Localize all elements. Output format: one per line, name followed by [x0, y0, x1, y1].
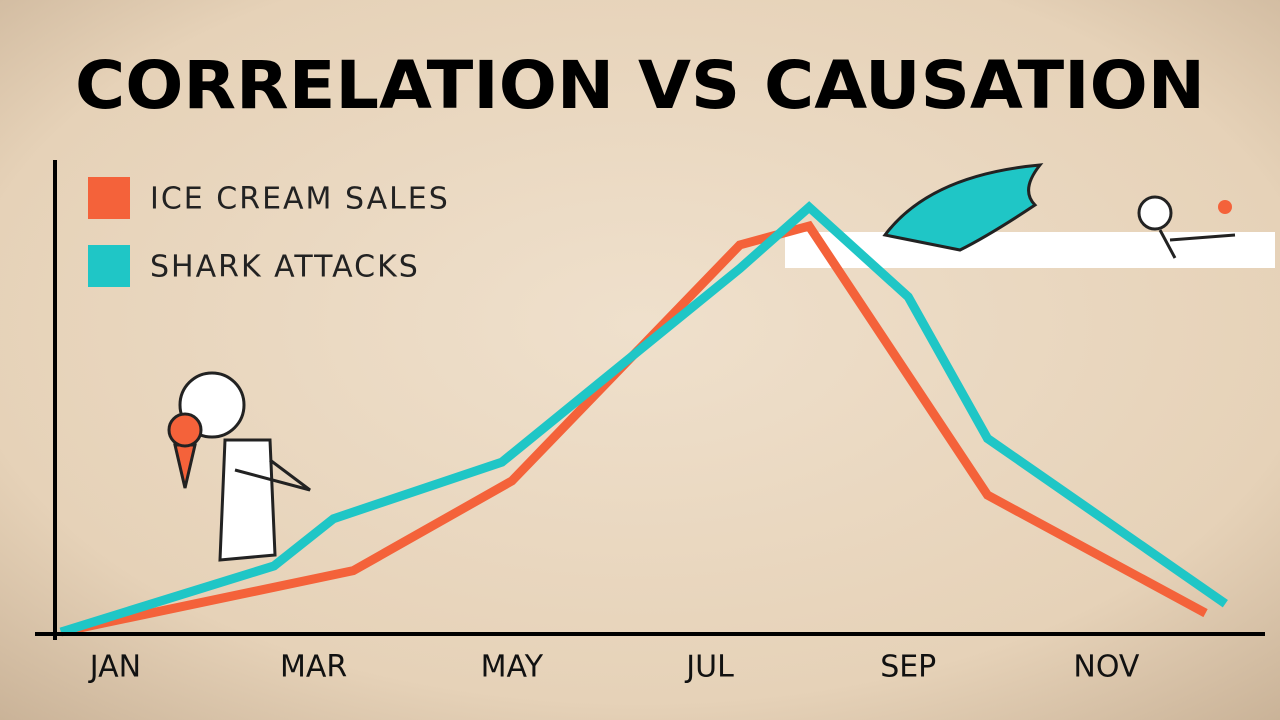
legend-swatch	[88, 245, 130, 287]
x-tick-label: MAY	[481, 650, 544, 685]
x-tick-label: JUL	[684, 650, 734, 685]
x-tick-label: JAN	[88, 650, 141, 685]
legend-label: SHARK ATTACKS	[150, 250, 420, 285]
legend: ICE CREAM SALES SHARK ATTACKS	[88, 177, 450, 287]
x-tick-label: NOV	[1073, 650, 1140, 685]
x-tick-label: SEP	[880, 650, 936, 685]
legend-swatch	[88, 177, 130, 219]
data-line	[60, 220, 1208, 637]
ice-cream-figure	[167, 371, 311, 562]
chart-title: CORRELATION VS CAUSATION	[75, 47, 1205, 124]
legend-label: ICE CREAM SALES	[150, 182, 450, 217]
data-line	[59, 201, 1228, 637]
x-tick-label: MAR	[280, 650, 347, 685]
